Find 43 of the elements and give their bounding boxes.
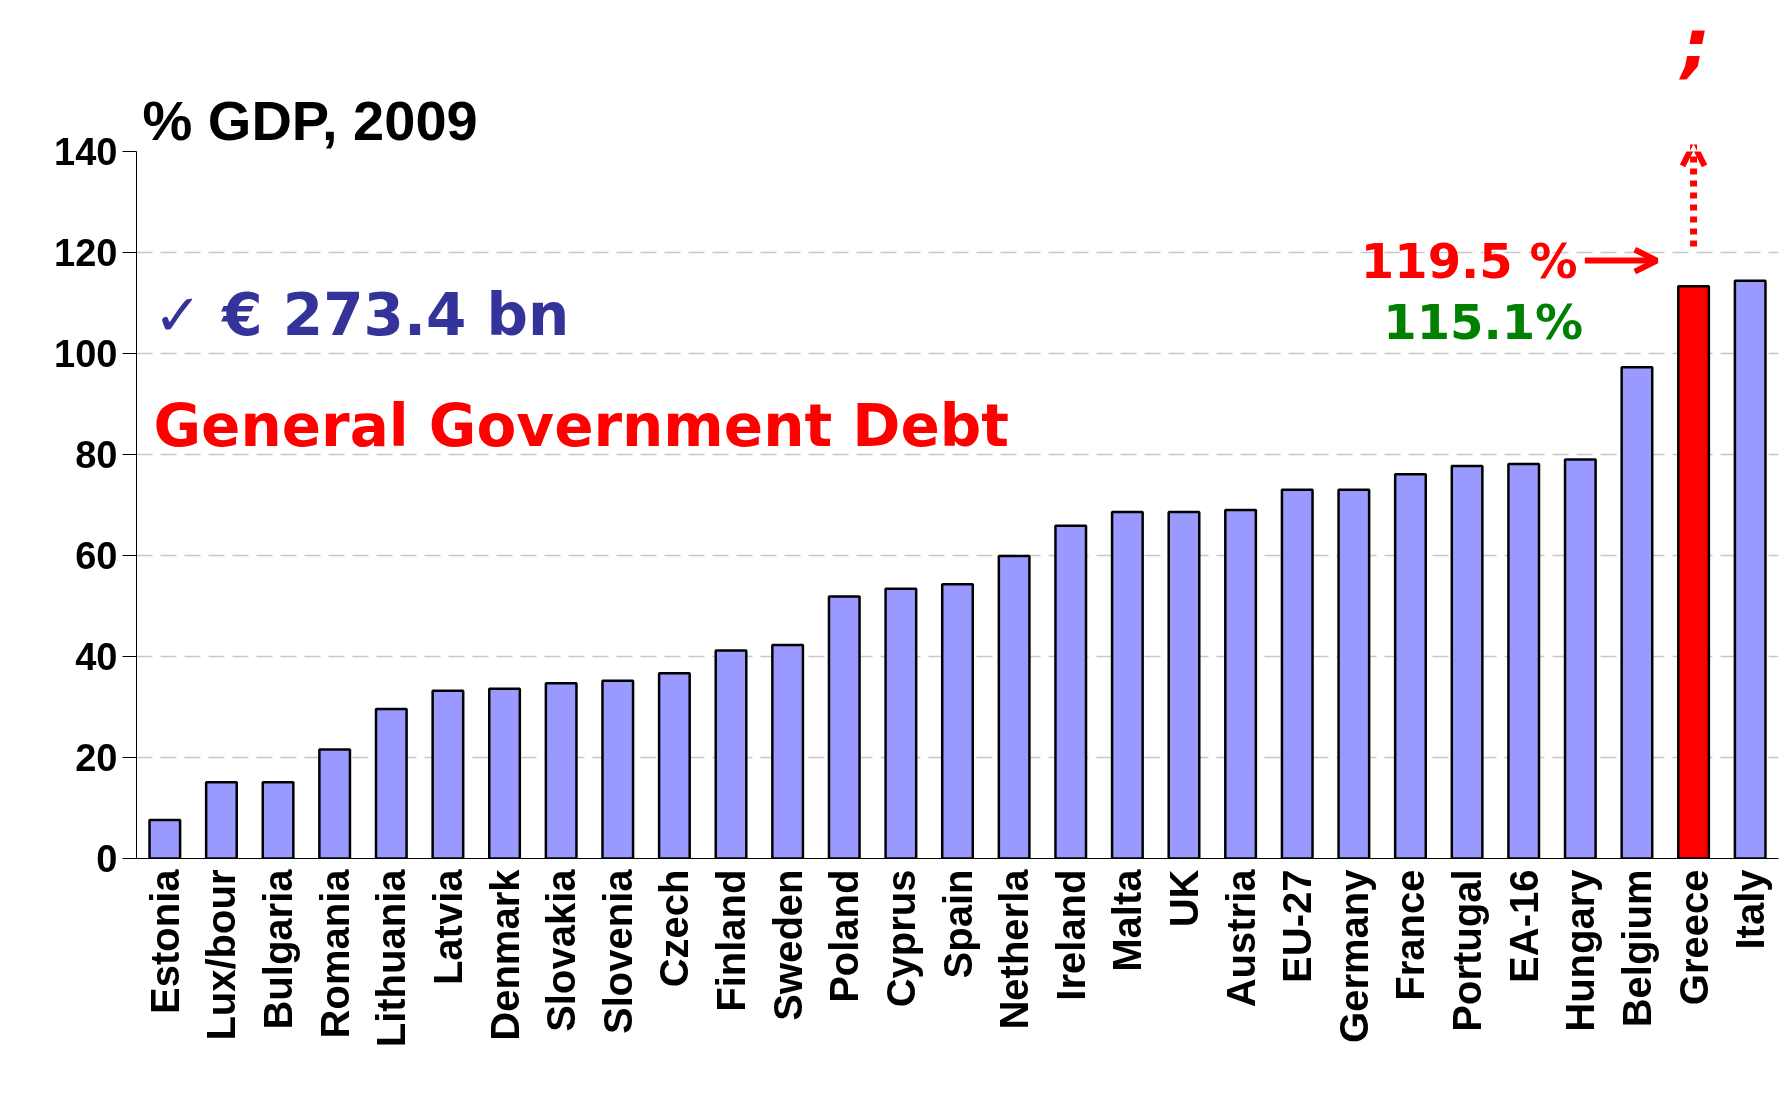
x-tick-label: Denmark <box>482 868 527 1041</box>
x-tick-label: Romania <box>312 868 357 1039</box>
x-tick-label: Latvia <box>425 868 470 986</box>
x-tick-label: France <box>1388 869 1433 1001</box>
x-tick-label: Finland <box>709 869 754 1012</box>
x-tick-label: Belgium <box>1614 869 1659 1028</box>
x-tick-label: Estonia <box>142 868 187 1014</box>
x-tick-label: Lux/bour <box>199 869 244 1041</box>
x-tick-label: EU-27 <box>1275 869 1320 983</box>
x-tick-label: Germany <box>1331 868 1376 1043</box>
annotation: 115.1% <box>1383 293 1584 350</box>
x-tick-label: Greece <box>1671 869 1716 1006</box>
x-tick-label: Italy <box>1728 868 1773 950</box>
x-tick-label: Netherla <box>992 868 1037 1030</box>
x-tick-label: Cyprus <box>878 869 923 1008</box>
y-tick-label: 0 <box>96 838 118 880</box>
x-tick-label: Lithuania <box>369 868 414 1048</box>
y-tick-label: 100 <box>54 333 118 375</box>
y-tick-label: 120 <box>54 232 118 274</box>
x-tick-label: Malta <box>1105 868 1150 972</box>
x-tick-label: Poland <box>822 869 867 1003</box>
x-tick-label: Slovenia <box>595 868 640 1035</box>
x-tick-label: Spain <box>935 869 980 979</box>
x-tick-label: Hungary <box>1558 868 1603 1032</box>
y-tick-label: 20 <box>75 737 118 779</box>
x-tick-label: Austria <box>1218 868 1263 1008</box>
y-axis-title: % GDP, 2009 <box>142 88 478 152</box>
x-tick-label: Ireland <box>1048 869 1093 1001</box>
x-tick-label: UK <box>1161 869 1206 928</box>
x-tick-label: Slovakia <box>539 868 584 1032</box>
x-tick-label: Bulgaria <box>256 868 301 1030</box>
x-tick-label: Czech <box>652 869 697 988</box>
text: ; <box>1678 2 1711 87</box>
y-tick-label: 60 <box>75 535 118 577</box>
x-tick-label: Sweden <box>765 869 810 1021</box>
y-tick-label: 80 <box>75 434 118 476</box>
y-tick-label: 40 <box>75 636 118 678</box>
annotation: General Government Debt <box>153 391 1010 460</box>
y-tick-label: 140 <box>54 131 118 173</box>
x-tick-label: EA-16 <box>1501 869 1546 983</box>
annotation: ✓ € 273.4 bn <box>153 280 570 349</box>
x-tick-label: Portugal <box>1445 869 1490 1032</box>
annotation: 119.5 % <box>1360 232 1578 289</box>
